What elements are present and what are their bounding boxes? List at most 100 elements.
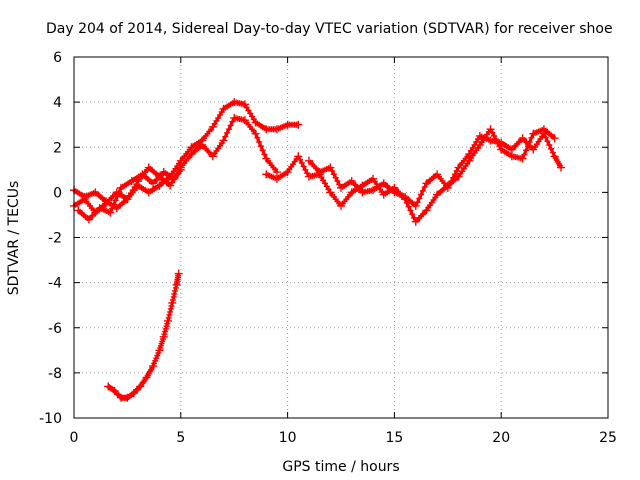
series-segment (307, 159, 321, 174)
series-segment (372, 182, 385, 192)
series-segment (77, 209, 90, 221)
series-segment (130, 173, 144, 183)
series-segment (99, 206, 111, 215)
series-segment (151, 171, 165, 185)
series-track-e (304, 129, 566, 210)
series-segment (553, 155, 563, 169)
series-segment (328, 166, 343, 189)
series-segment (542, 128, 556, 140)
series-segment (425, 193, 439, 212)
series-track-f (104, 269, 183, 402)
series-segment (137, 184, 150, 194)
series-segment (201, 143, 214, 158)
series-segment (113, 389, 123, 399)
series-segment (168, 159, 183, 178)
data-point (174, 269, 183, 278)
series-segment (211, 108, 225, 128)
series-segment (265, 172, 278, 181)
series-segment (521, 137, 535, 151)
y-tick-label: 2 (53, 140, 62, 156)
series-segment (147, 166, 161, 178)
series-segment (500, 141, 513, 151)
series-segment (179, 153, 193, 169)
series-segment (403, 198, 418, 223)
x-axis-label: GPS time / hours (282, 459, 399, 475)
series-segment (73, 197, 86, 208)
series-segment (435, 173, 449, 189)
x-tick-label: 20 (492, 430, 510, 446)
series-segment (132, 385, 142, 395)
series-segment (276, 170, 289, 181)
series-segment (73, 188, 86, 199)
series-segment (479, 134, 492, 142)
series-segment (404, 195, 417, 208)
series-track-c (74, 165, 185, 224)
series-segment (265, 157, 279, 173)
series-segment (83, 198, 97, 214)
series-segment (211, 139, 225, 158)
plot-frame (73, 56, 609, 419)
plot-area (70, 98, 566, 402)
series-segment (151, 349, 161, 367)
series-segment (467, 135, 482, 155)
y-tick-label: 6 (53, 50, 62, 66)
series-segment (158, 336, 166, 351)
series-segment (329, 191, 343, 207)
series-segment (467, 144, 482, 162)
chart-title: Day 204 of 2014, Sidereal Day-to-day VTE… (46, 21, 613, 37)
series-segment (425, 173, 439, 185)
series-segment (414, 182, 428, 207)
series-segment (179, 146, 193, 162)
y-tick-label: -6 (48, 321, 62, 337)
series-segment (339, 191, 353, 207)
series-segment (126, 180, 140, 200)
series-segment (200, 126, 215, 142)
series-segment (147, 184, 161, 194)
series-segment (145, 365, 155, 379)
y-tick-label: -10 (39, 411, 62, 427)
series-segment (318, 173, 332, 194)
data-point (144, 163, 153, 172)
data-point (187, 150, 196, 159)
series-segment (457, 153, 471, 169)
series-segment (532, 127, 545, 136)
series-segment (361, 177, 374, 187)
series-segment (446, 166, 460, 189)
series-segment (120, 179, 133, 190)
data-point (176, 165, 185, 174)
series-segment (500, 148, 513, 158)
series-segment (94, 191, 108, 203)
series-segment (107, 385, 116, 393)
x-tick-label: 5 (176, 430, 185, 446)
series-segment (510, 137, 524, 151)
y-tick-label: -2 (48, 231, 62, 247)
series-segment (296, 155, 311, 178)
series-segment (393, 190, 406, 199)
series-segment (173, 168, 183, 180)
series-segment (126, 391, 135, 399)
data-point (272, 168, 281, 177)
y-tick-label: 4 (53, 95, 62, 111)
y-tick-label: -8 (48, 366, 62, 382)
data-point (401, 192, 410, 201)
series-segment (108, 187, 123, 214)
series-segment (319, 166, 331, 174)
y-tick-label: 0 (53, 185, 62, 201)
series-segment (138, 376, 148, 388)
data-point (550, 134, 559, 143)
series-segment (340, 179, 353, 190)
series-segment (162, 320, 170, 338)
data-point (294, 120, 303, 129)
series-segment (190, 143, 204, 156)
series-segment (254, 121, 268, 131)
y-axis-label: SDTVAR / TECUs (6, 181, 22, 296)
x-tick-label: 15 (385, 430, 403, 446)
series-segment (222, 117, 236, 142)
series-segment (382, 182, 396, 194)
series-segment (350, 180, 364, 194)
x-tick-label: 10 (279, 430, 297, 446)
series-segment (190, 139, 203, 149)
series-segment (254, 133, 268, 160)
series-segment (166, 302, 174, 322)
gridlines (74, 57, 608, 418)
